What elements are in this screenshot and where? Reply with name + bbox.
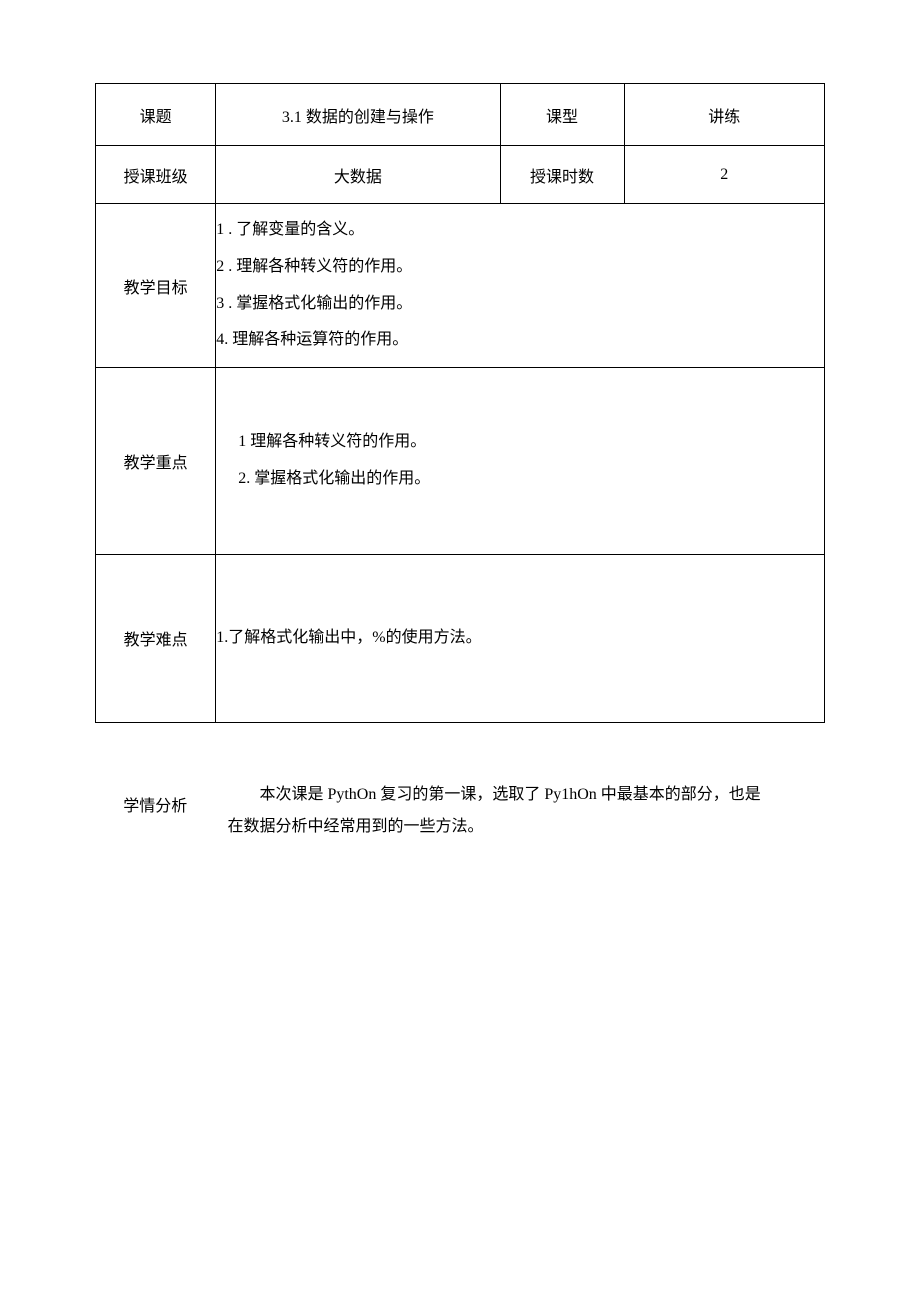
- goal-line: 4. 理解各种运算符的作用。: [216, 322, 824, 359]
- topic-value: 3.1 数据的创建与操作: [216, 84, 500, 146]
- focus-line: 1 理解各种转义符的作用。: [238, 424, 802, 461]
- goal-line: 3 . 掌握格式化输出的作用。: [216, 286, 824, 323]
- row-goals: 教学目标 1 . 了解变量的含义。 2 . 理解各种转义符的作用。 3 . 掌握…: [96, 204, 825, 368]
- goal-line: 2 . 理解各种转义符的作用。: [216, 249, 824, 286]
- row-difficulty: 教学难点 1.了解格式化输出中，%的使用方法。: [96, 554, 825, 722]
- lesson-plan-table: 课题 3.1 数据的创建与操作 课型 讲练 授课班级 大数据 授课时数 2 教学…: [95, 83, 825, 723]
- focus-content: 1 理解各种转义符的作用。 2. 掌握格式化输出的作用。: [216, 368, 825, 555]
- row-focus: 教学重点 1 理解各种转义符的作用。 2. 掌握格式化输出的作用。: [96, 368, 825, 555]
- goal-line: 1 . 了解变量的含义。: [216, 212, 824, 249]
- row-class: 授课班级 大数据 授课时数 2: [96, 146, 825, 204]
- goals-content: 1 . 了解变量的含义。 2 . 理解各种转义符的作用。 3 . 掌握格式化输出…: [216, 204, 825, 368]
- analysis-section: 学情分析 本次课是 PythOn 复习的第一课，选取了 Py1hOn 中最基本的…: [95, 779, 825, 843]
- topic-label: 课题: [96, 84, 216, 146]
- type-label: 课型: [500, 84, 624, 146]
- hours-label: 授课时数: [500, 146, 624, 204]
- type-value: 讲练: [624, 84, 825, 146]
- goals-label: 教学目标: [96, 204, 216, 368]
- focus-line: 2. 掌握格式化输出的作用。: [238, 461, 802, 498]
- analysis-text-line: 在数据分析中经常用到的一些方法。: [227, 811, 803, 843]
- analysis-content: 本次课是 PythOn 复习的第一课，选取了 Py1hOn 中最基本的部分，也是…: [215, 779, 825, 843]
- analysis-text-line: 本次课是 PythOn 复习的第一课，选取了 Py1hOn 中最基本的部分，也是: [227, 779, 803, 811]
- difficulty-line: 1.了解格式化输出中，%的使用方法。: [216, 620, 824, 657]
- row-topic: 课题 3.1 数据的创建与操作 课型 讲练: [96, 84, 825, 146]
- analysis-label: 学情分析: [95, 779, 215, 843]
- class-label: 授课班级: [96, 146, 216, 204]
- class-value: 大数据: [216, 146, 500, 204]
- difficulty-content: 1.了解格式化输出中，%的使用方法。: [216, 554, 825, 722]
- difficulty-label: 教学难点: [96, 554, 216, 722]
- hours-value: 2: [624, 146, 825, 204]
- focus-label: 教学重点: [96, 368, 216, 555]
